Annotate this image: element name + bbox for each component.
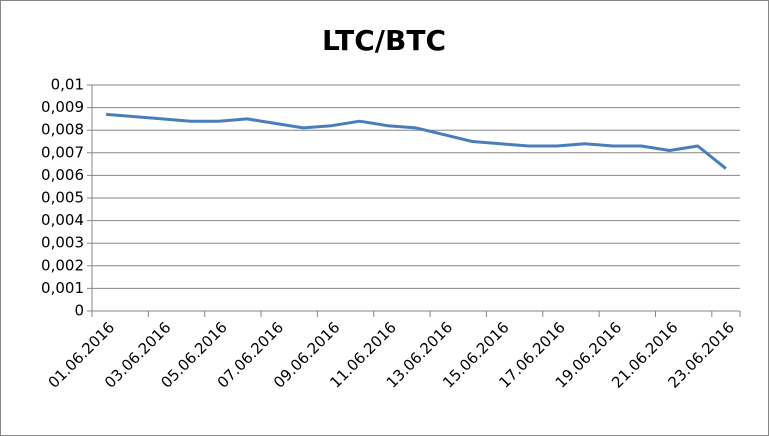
y-tick-label: 0,004 (41, 211, 84, 229)
y-tick-label: 0,001 (41, 279, 84, 297)
y-tick-label: 0,007 (41, 143, 84, 161)
y-tick-label: 0,008 (41, 121, 84, 139)
y-tick-label: 0,002 (41, 256, 84, 274)
y-tick-label: 0,005 (41, 189, 84, 207)
data-line (105, 112, 727, 170)
y-tick-label: 0 (74, 302, 84, 320)
y-tick-label: 0,01 (51, 76, 84, 94)
y-tick-label: 0,009 (41, 98, 84, 116)
chart-title: LTC/BTC (322, 24, 446, 57)
y-tick-label: 0,006 (41, 166, 84, 184)
y-tick-label: 0,003 (41, 234, 84, 252)
